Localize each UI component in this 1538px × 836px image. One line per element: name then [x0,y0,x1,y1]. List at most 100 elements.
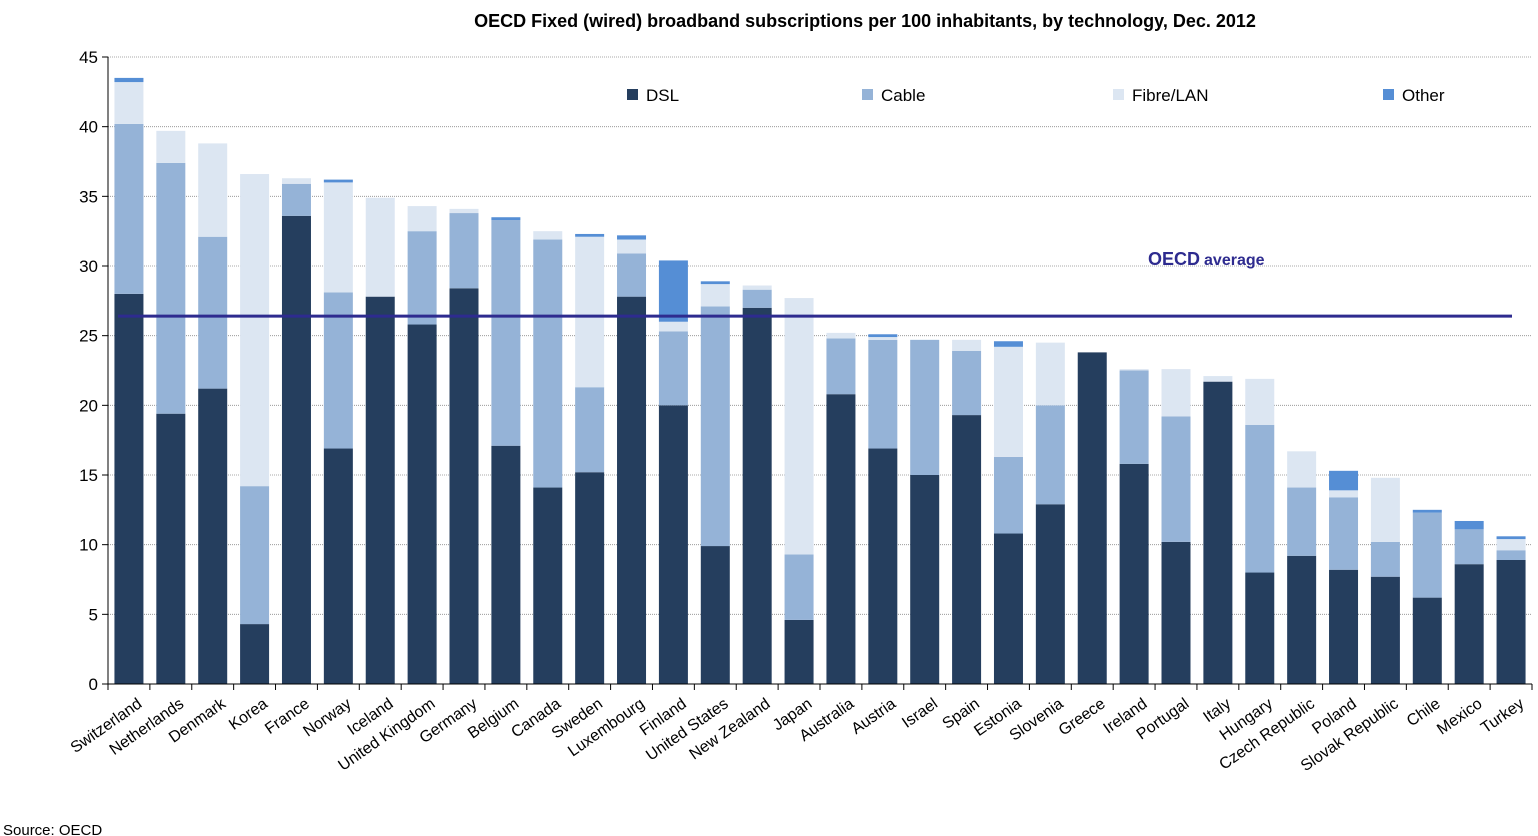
bar-segment [1454,520,1484,530]
bar-segment [1035,342,1065,406]
bar-group [240,174,270,684]
x-axis: SwitzerlandNetherlandsDenmarkKoreaFrance… [68,683,1533,775]
y-tick-label: 35 [79,187,98,206]
bar-group [700,281,730,684]
legend-label: Fibre/LAN [1132,86,1209,105]
bar-segment [993,533,1023,684]
bar-segment [1035,504,1065,684]
bar-segment [1287,451,1317,488]
bar-segment [198,388,228,684]
oecd-average-label: OECD average [1148,249,1265,269]
bar-segment [407,324,437,684]
bar-segment [323,179,353,183]
bar-segment [1496,539,1526,551]
bar-segment [449,208,479,214]
bar-segment [993,346,1023,457]
y-tick-label: 5 [89,605,98,624]
legend-swatch [1383,89,1394,100]
bar-segment [826,394,856,684]
legend-label: DSL [646,86,679,105]
x-category-label: Austria [849,695,900,738]
bar-segment [575,472,605,684]
bar-segment [114,123,144,294]
bar-segment [1496,536,1526,540]
bar-group [156,130,186,684]
bar-segment [1329,569,1359,684]
bar-segment [1203,381,1233,684]
y-tick-label: 0 [89,675,98,694]
bar-segment [1245,378,1275,425]
oecd-average-label-main: OECD [1148,249,1200,269]
bar-group [1119,369,1149,684]
bar-segment [784,298,814,555]
bar-segment [1287,487,1317,556]
bar-segment [1161,416,1191,542]
bar-group [491,217,521,684]
bar-segment [1245,572,1275,684]
gridlines [108,56,1532,615]
bar-segment [156,130,186,163]
oecd-average-label-small: average [1204,252,1265,269]
legend-label: Other [1402,86,1445,105]
bar-segment [658,405,688,684]
bar-segment [281,215,311,684]
chart-title: OECD Fixed (wired) broadband subscriptio… [474,11,1256,31]
bar-segment [281,178,311,184]
bar-segment [1119,463,1149,684]
bar-segment [1412,509,1442,513]
x-category-label: Turkey [1478,695,1527,737]
y-tick-label: 15 [79,466,98,485]
bar-segment [114,293,144,684]
bar-segment [281,183,311,216]
bar-segment [1329,490,1359,498]
bar-segment [323,182,353,293]
bar-group [1203,376,1233,684]
bar-group [114,77,144,684]
legend: DSL Cable Fibre/LAN Other [627,86,1445,105]
bar-group [910,339,940,684]
bar-segment [700,284,730,307]
legend-swatch [627,89,638,100]
bar-segment [575,236,605,388]
bar-segment [617,296,647,684]
source-note: Source: OECD [3,822,102,836]
bar-segment [700,306,730,547]
bar-group [742,285,772,684]
bar-segment [1161,369,1191,417]
bar-segment [1329,470,1359,491]
bar-segment [407,206,437,232]
bar-group [952,339,982,684]
bar-segment [491,220,521,446]
bar-segment [1412,597,1442,684]
bar-group [1412,509,1442,684]
y-tick-label: 25 [79,327,98,346]
bar-segment [658,321,688,332]
bar-group [993,341,1023,684]
bar-segment [365,197,395,297]
bar-segment [114,82,144,124]
bars [114,77,1526,684]
bar-group [1496,536,1526,684]
bar-group [1287,451,1317,684]
legend-swatch [862,89,873,100]
bar-segment [240,174,270,487]
bar-group [1245,378,1275,684]
bar-segment [1245,424,1275,573]
bar-segment [910,339,940,475]
bar-segment [700,546,730,684]
bar-segment [826,332,856,339]
bar-segment [1496,550,1526,560]
bar-segment [868,337,898,340]
bar-segment [1454,529,1484,565]
bar-group [1077,352,1107,684]
bar-segment [491,217,521,221]
bar-group [449,208,479,684]
legend-label: Cable [881,86,925,105]
bar-segment [910,475,940,684]
bar-segment [700,281,730,285]
bar-segment [575,233,605,237]
y-tick-label: 40 [79,118,98,137]
bar-segment [156,162,186,414]
bar-segment [742,307,772,684]
